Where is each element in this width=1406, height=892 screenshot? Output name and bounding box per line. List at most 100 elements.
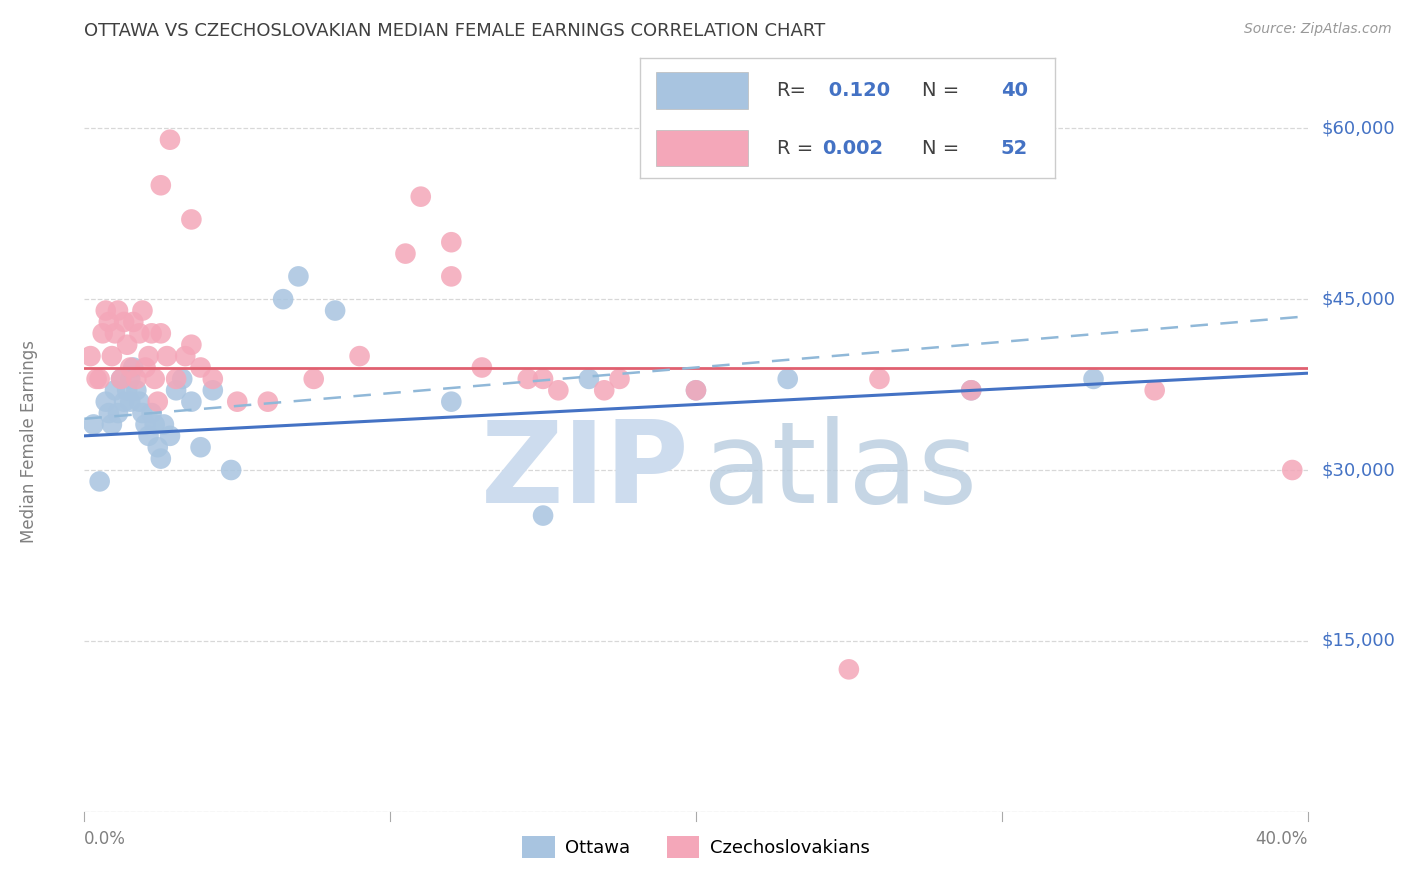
Point — [201, 372, 224, 386]
Point — [869, 372, 891, 386]
Text: 40.0%: 40.0% — [1256, 830, 1308, 848]
Point — [143, 417, 166, 432]
Point — [174, 349, 197, 363]
Point — [440, 269, 463, 284]
Point — [128, 326, 150, 341]
Point — [120, 394, 142, 409]
Point — [115, 384, 138, 398]
Legend: Ottawa, Czechoslovakians: Ottawa, Czechoslovakians — [515, 830, 877, 865]
Text: $45,000: $45,000 — [1322, 290, 1396, 308]
Point — [115, 337, 138, 351]
Text: Median Female Earnings: Median Female Earnings — [20, 340, 38, 543]
Point — [146, 394, 169, 409]
Point — [190, 440, 212, 454]
Point — [149, 451, 172, 466]
Text: $15,000: $15,000 — [1322, 632, 1395, 650]
Point — [257, 394, 280, 409]
Point — [149, 178, 172, 193]
Text: OTTAWA VS CZECHOSLOVAKIAN MEDIAN FEMALE EARNINGS CORRELATION CHART: OTTAWA VS CZECHOSLOVAKIAN MEDIAN FEMALE … — [84, 22, 825, 40]
Point — [201, 384, 224, 398]
Point — [159, 429, 181, 443]
Point — [838, 662, 860, 676]
Point — [94, 303, 117, 318]
Point — [125, 384, 148, 398]
Point — [122, 315, 145, 329]
Point — [110, 372, 132, 386]
Point — [107, 303, 129, 318]
Point — [531, 508, 554, 523]
Point — [219, 463, 242, 477]
Point — [89, 372, 111, 386]
Point — [440, 235, 463, 250]
Text: Source: ZipAtlas.com: Source: ZipAtlas.com — [1244, 22, 1392, 37]
Point — [593, 384, 616, 398]
Point — [960, 384, 983, 398]
Text: R=: R= — [776, 81, 807, 100]
Point — [440, 394, 463, 409]
Text: 0.120: 0.120 — [823, 81, 890, 100]
Point — [138, 349, 160, 363]
Point — [122, 360, 145, 375]
Point — [226, 394, 249, 409]
Point — [101, 417, 124, 432]
FancyBboxPatch shape — [657, 130, 748, 166]
Point — [409, 189, 432, 203]
Text: $30,000: $30,000 — [1322, 461, 1395, 479]
Point — [547, 384, 569, 398]
Point — [180, 337, 202, 351]
Point — [516, 372, 538, 386]
Point — [287, 269, 309, 284]
Point — [146, 440, 169, 454]
Point — [97, 406, 120, 420]
Point — [1083, 372, 1105, 386]
Point — [79, 349, 101, 363]
Point — [302, 372, 325, 386]
Point — [394, 246, 416, 260]
Text: 0.002: 0.002 — [823, 139, 883, 158]
Point — [165, 384, 187, 398]
Point — [271, 292, 294, 306]
Point — [131, 406, 153, 420]
Point — [172, 372, 194, 386]
Point — [91, 326, 114, 341]
Point — [89, 475, 111, 489]
Point — [531, 372, 554, 386]
Point — [776, 372, 799, 386]
Point — [349, 349, 371, 363]
Point — [135, 417, 157, 432]
Text: $60,000: $60,000 — [1322, 120, 1395, 137]
Point — [1281, 463, 1303, 477]
Point — [149, 326, 172, 341]
Point — [128, 394, 150, 409]
FancyBboxPatch shape — [657, 72, 748, 109]
Point — [323, 303, 346, 318]
Text: N =: N = — [922, 139, 966, 158]
Point — [86, 372, 108, 386]
Point — [135, 360, 157, 375]
Point — [94, 394, 117, 409]
Point — [112, 315, 135, 329]
Point — [165, 372, 187, 386]
Point — [97, 315, 120, 329]
Point — [159, 133, 181, 147]
Text: atlas: atlas — [702, 416, 977, 526]
Point — [143, 372, 166, 386]
Point — [104, 384, 127, 398]
Text: 0.0%: 0.0% — [84, 830, 127, 848]
Text: N =: N = — [922, 81, 966, 100]
Point — [120, 360, 142, 375]
Point — [180, 212, 202, 227]
Point — [685, 384, 707, 398]
Point — [180, 394, 202, 409]
Point — [112, 394, 135, 409]
Point — [153, 417, 176, 432]
Point — [190, 360, 212, 375]
Point — [104, 326, 127, 341]
Point — [131, 303, 153, 318]
Point — [141, 326, 163, 341]
Point — [1143, 384, 1166, 398]
Point — [141, 406, 163, 420]
Point — [138, 429, 160, 443]
Text: ZIP: ZIP — [481, 416, 690, 526]
Point — [156, 349, 179, 363]
